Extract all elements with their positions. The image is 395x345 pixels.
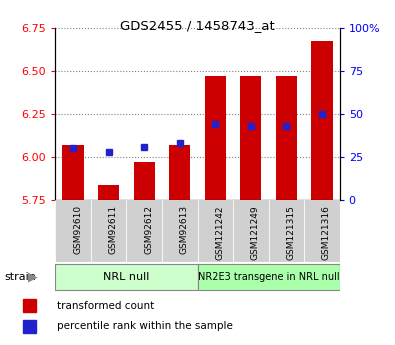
Text: GSM121249: GSM121249	[251, 205, 260, 260]
Text: strain: strain	[4, 272, 36, 282]
Text: GSM92613: GSM92613	[180, 205, 189, 254]
Bar	[55, 264, 198, 290]
Text: NR2E3 transgene in NRL null: NR2E3 transgene in NRL null	[198, 272, 339, 282]
Text: GSM92612: GSM92612	[144, 205, 153, 254]
Bar	[126, 200, 162, 262]
Text: ▶: ▶	[28, 270, 38, 283]
Bar	[240, 76, 261, 200]
Bar	[134, 162, 155, 200]
Bar	[276, 76, 297, 200]
Text: GSM92610: GSM92610	[73, 205, 82, 254]
Bar	[23, 320, 36, 333]
Text: NRL null: NRL null	[103, 272, 150, 282]
Text: GSM121315: GSM121315	[286, 205, 295, 260]
Bar	[198, 264, 340, 290]
Bar	[55, 200, 91, 262]
Text: GSM121242: GSM121242	[215, 205, 224, 259]
Text: GSM121316: GSM121316	[322, 205, 331, 260]
Text: GDS2455 / 1458743_at: GDS2455 / 1458743_at	[120, 19, 275, 32]
Bar	[205, 76, 226, 200]
Bar	[198, 200, 233, 262]
Text: transformed count: transformed count	[57, 301, 154, 311]
Text: percentile rank within the sample: percentile rank within the sample	[57, 322, 233, 332]
Bar	[98, 185, 119, 200]
Bar	[311, 41, 333, 200]
Bar	[304, 200, 340, 262]
Bar	[162, 200, 198, 262]
Bar	[62, 145, 84, 200]
Text: GSM92611: GSM92611	[109, 205, 118, 254]
Bar	[269, 200, 304, 262]
Bar	[23, 299, 36, 312]
Bar	[169, 145, 190, 200]
Bar	[233, 200, 269, 262]
Bar	[91, 200, 126, 262]
